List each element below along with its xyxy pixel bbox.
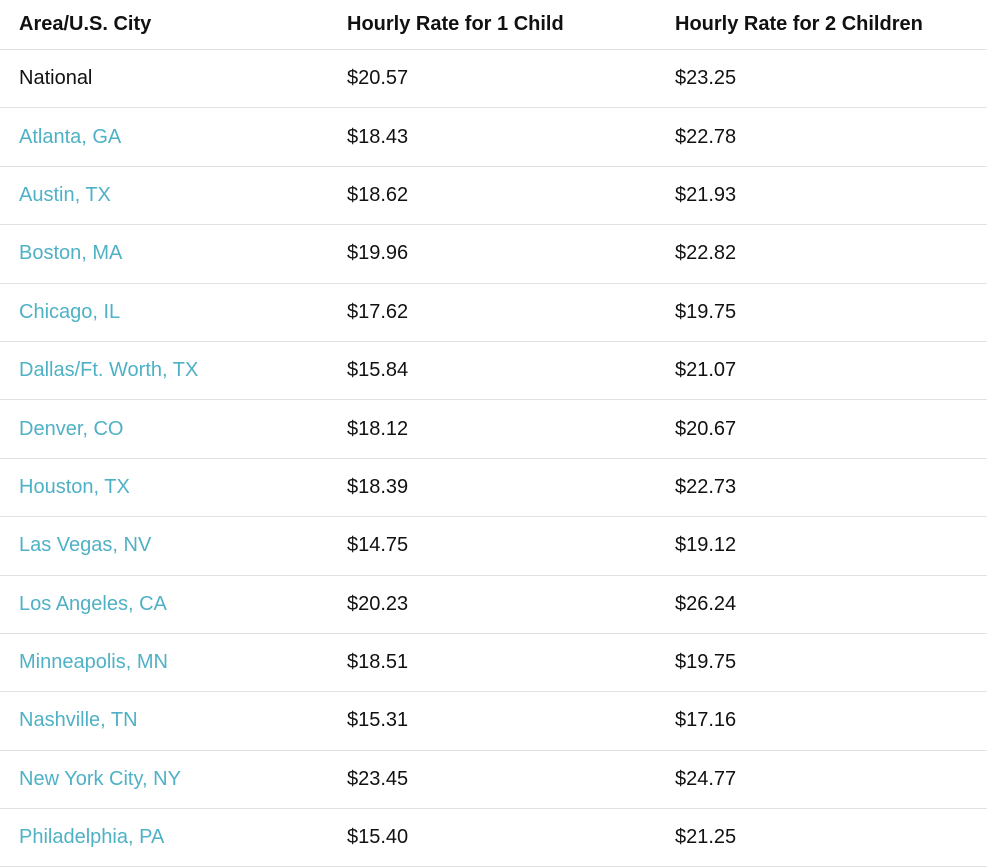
- table-cell: $15.31: [347, 709, 409, 732]
- city-link[interactable]: Denver, CO: [19, 417, 124, 440]
- table-cell: $17.62: [347, 300, 409, 323]
- table-cell: $22.82: [675, 242, 737, 265]
- city-link[interactable]: Chicago, IL: [19, 300, 121, 323]
- city-link[interactable]: New York City, NY: [19, 767, 181, 790]
- table-cell: $18.12: [347, 417, 409, 440]
- table-cell: $19.96: [347, 242, 409, 265]
- table-cell: New York City, NY: [0, 768, 328, 791]
- table-row: New York City, NY $23.45 $24.77: [0, 751, 987, 810]
- table-row: Dallas/Ft. Worth, TX $15.84 $21.07: [0, 342, 987, 401]
- table-row: Denver, CO $18.12 $20.67: [0, 400, 987, 459]
- table-cell: $14.75: [347, 534, 409, 557]
- table-cell: $18.51: [347, 651, 409, 674]
- table-cell: Denver, CO: [0, 418, 328, 441]
- table-cell: Los Angeles, CA: [0, 593, 328, 616]
- table-cell: Austin, TX: [0, 184, 328, 207]
- table-row: Chicago, IL $17.62 $19.75: [0, 284, 987, 342]
- header-row: Area/U.S. City Hourly Rate for 1 Child Hou…: [0, 0, 987, 50]
- table-row: Houston, TX $18.39 $22.73: [0, 459, 987, 518]
- table-cell: $21.93: [675, 183, 737, 206]
- table-cell: $19.75: [675, 651, 737, 674]
- table-cell: $23.45: [347, 767, 409, 790]
- table-cell: $22.78: [675, 125, 737, 148]
- table-cell: $21.25: [675, 826, 737, 849]
- table-row: Austin, TX $18.62 $21.93: [0, 167, 987, 226]
- table-cell: $20.23: [347, 592, 409, 615]
- table-cell: $17.16: [675, 709, 737, 732]
- table-cell: $18.43: [347, 125, 409, 148]
- table-cell: $22.73: [675, 475, 737, 498]
- city-link[interactable]: Minneapolis, MN: [19, 651, 168, 674]
- table-row: Minneapolis, MN $18.51 $19.75: [0, 634, 987, 693]
- table-cell: $24.77: [675, 767, 737, 790]
- table-row: Los Angeles, CA $20.23 $26.24: [0, 576, 987, 634]
- city-link[interactable]: Las Vegas, NV: [19, 534, 152, 557]
- city-link[interactable]: Los Angeles, CA: [19, 592, 167, 615]
- table-cell: $15.84: [347, 359, 409, 382]
- table-cell: $19.75: [675, 300, 737, 323]
- table-cell: $18.62: [347, 183, 409, 206]
- header-cell: Hourly Rate for 1 Child: [347, 13, 564, 35]
- table-row: Boston, MA $19.96 $22.82: [0, 225, 987, 284]
- table-cell: Philadelphia, PA: [0, 826, 328, 849]
- table-row: Las Vegas, NV $14.75 $19.12: [0, 517, 987, 576]
- table-cell: Nashville, TN: [0, 709, 328, 732]
- table-cell: $23.25: [675, 67, 737, 90]
- city-link[interactable]: Boston, MA: [19, 242, 123, 265]
- table-row: Nashville, TN $15.31 $17.16: [0, 692, 987, 751]
- table-cell: $19.12: [675, 534, 737, 557]
- table-cell: $18.39: [347, 475, 409, 498]
- city-link[interactable]: Houston, TX: [19, 475, 130, 498]
- table-cell: National: [19, 67, 93, 90]
- table-cell: $21.07: [675, 359, 737, 382]
- table-row: Philadelphia, PA $15.40 $21.25: [0, 809, 987, 867]
- header-cell: Area/U.S. City: [19, 13, 152, 35]
- city-link[interactable]: Austin, TX: [19, 183, 111, 206]
- city-link[interactable]: Atlanta, GA: [19, 125, 122, 148]
- city-link[interactable]: Dallas/Ft. Worth, TX: [19, 359, 199, 382]
- table-cell: $20.67: [675, 417, 737, 440]
- city-link[interactable]: Nashville, TN: [19, 709, 138, 732]
- table-cell: Boston, MA: [0, 242, 328, 265]
- table-cell: Atlanta, GA: [0, 126, 328, 149]
- table-cell: Las Vegas, NV: [0, 534, 328, 557]
- table-cell: Minneapolis, MN: [0, 651, 328, 674]
- header-cell: Hourly Rate for 2 Children: [675, 13, 923, 35]
- table-cell: $15.40: [347, 826, 409, 849]
- table-row: Atlanta, GA $18.43 $22.78: [0, 108, 987, 167]
- table-cell: Chicago, IL: [0, 301, 328, 324]
- table-row: National $20.57 $23.25: [0, 50, 987, 109]
- table-cell: $20.57: [347, 67, 409, 90]
- table-cell: Dallas/Ft. Worth, TX: [0, 359, 328, 382]
- table-cell: Houston, TX: [0, 476, 328, 499]
- city-link[interactable]: Philadelphia, PA: [19, 826, 165, 849]
- table-cell: $26.24: [675, 592, 737, 615]
